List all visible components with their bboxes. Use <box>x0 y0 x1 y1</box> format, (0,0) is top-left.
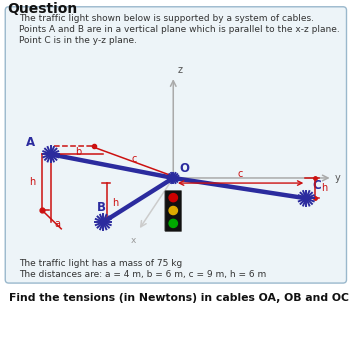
Text: h: h <box>112 198 118 207</box>
Text: B: B <box>97 201 106 214</box>
Circle shape <box>169 194 177 202</box>
Text: h: h <box>29 177 35 187</box>
Circle shape <box>169 219 177 227</box>
FancyBboxPatch shape <box>5 7 346 283</box>
Text: Find the tensions (in Newtons) in cables OA, OB and OC.: Find the tensions (in Newtons) in cables… <box>9 293 350 303</box>
Text: c: c <box>237 169 243 179</box>
Text: x: x <box>131 236 136 245</box>
Text: A: A <box>26 136 35 149</box>
Text: Question: Question <box>7 2 77 16</box>
Text: z: z <box>177 65 182 75</box>
Text: a: a <box>54 219 60 228</box>
Circle shape <box>169 206 177 215</box>
Text: h: h <box>321 183 328 193</box>
Text: The distances are: a = 4 m, b = 6 m, c = 9 m, h = 6 m: The distances are: a = 4 m, b = 6 m, c =… <box>19 270 266 279</box>
Text: The traffic light shown below is supported by a system of cables.: The traffic light shown below is support… <box>19 14 314 23</box>
Text: Points A and B are in a vertical plane which is parallel to the x-z plane.: Points A and B are in a vertical plane w… <box>19 25 340 35</box>
Text: The traffic light has a mass of 75 kg: The traffic light has a mass of 75 kg <box>19 259 182 268</box>
Text: y: y <box>335 173 341 183</box>
Text: b: b <box>75 147 81 157</box>
Text: Point C is in the y-z plane.: Point C is in the y-z plane. <box>19 36 137 45</box>
Text: C: C <box>313 179 321 192</box>
Text: O: O <box>180 162 190 175</box>
FancyBboxPatch shape <box>165 191 182 232</box>
Text: c: c <box>131 154 136 164</box>
